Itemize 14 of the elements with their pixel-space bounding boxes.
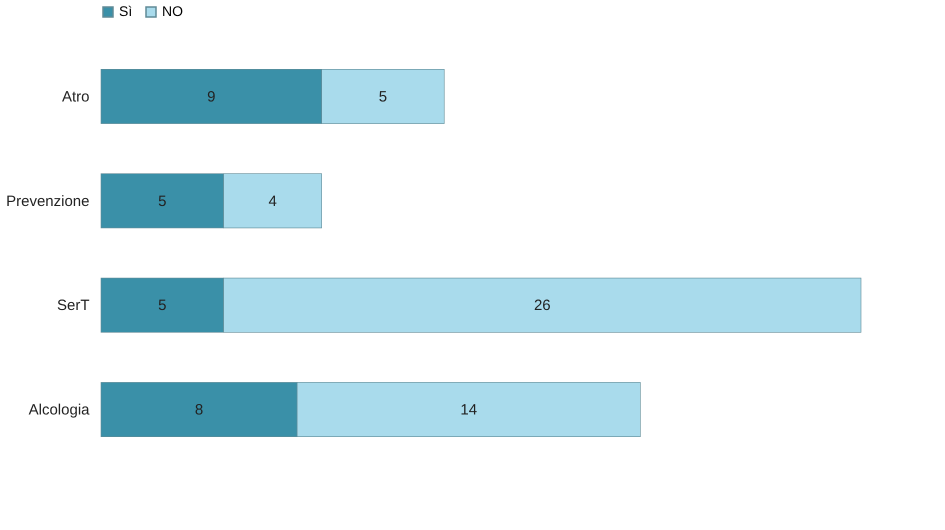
data-label: 26 (534, 297, 551, 314)
legend-label: Sì (119, 3, 132, 19)
y-tick-label: Prevenzione (6, 192, 90, 210)
y-tick-label: Atro (62, 88, 90, 106)
y-tick-label: SerT (56, 297, 90, 314)
data-label: 9 (207, 88, 216, 106)
data-label: 5 (158, 297, 166, 314)
y-tick-label: Alcologia (28, 402, 90, 419)
data-label: 8 (194, 402, 204, 419)
data-label: 5 (378, 88, 388, 106)
data-label: 4 (268, 192, 277, 210)
legend-label: NO (162, 3, 184, 19)
data-label: 5 (158, 192, 166, 210)
data-label: 14 (460, 402, 478, 419)
